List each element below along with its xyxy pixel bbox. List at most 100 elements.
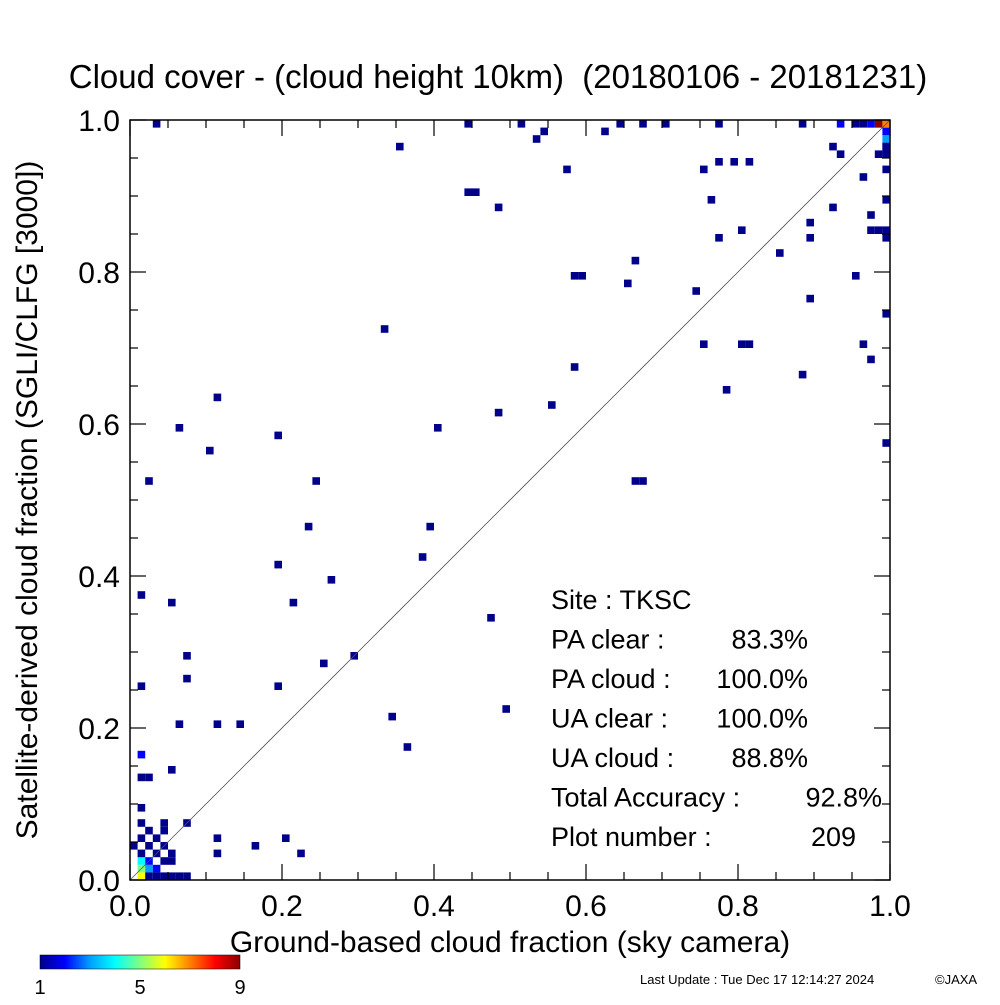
y-tick-label: 0.2	[78, 713, 120, 746]
heatmap-cell	[213, 834, 222, 842]
heatmap-cell	[494, 203, 503, 212]
x-axis-label: Ground-based cloud fraction (sky camera)	[230, 926, 790, 959]
stat-label: Plot number :	[551, 822, 712, 852]
heatmap-cell	[700, 340, 708, 348]
heatmap-cell	[183, 652, 191, 660]
heatmap-cell	[137, 804, 146, 812]
heatmap-cell	[692, 287, 700, 295]
credit-text: ©JAXA	[935, 972, 977, 987]
stat-label: UA clear :	[551, 704, 668, 734]
axis-ticks: 0.0 0.2 0.4 0.6 0.8 1.0 0.0 0.2 0.4 0.6 0.8 1.0	[78, 105, 911, 923]
heatmap-cell	[700, 165, 708, 174]
y-tick-label: 0.6	[78, 409, 120, 442]
heatmap-cell	[707, 196, 716, 204]
stat-value: 209	[811, 822, 856, 852]
stat-label: PA clear :	[551, 625, 665, 655]
heatmap-cell	[631, 477, 640, 485]
y-axis-label: Satellite-derived cloud fraction (SGLI/C…	[11, 161, 44, 840]
heatmap-cell	[745, 158, 754, 166]
heatmap-cell	[836, 120, 845, 128]
heatmap-cell	[160, 826, 168, 835]
heatmap-cell	[388, 712, 396, 721]
x-tick-label: 0.6	[565, 890, 607, 923]
heatmap-cell	[145, 872, 153, 880]
heatmap-cell	[145, 773, 153, 782]
x-tick-label: 0.0	[109, 890, 151, 923]
colorbar-tick-label: 9	[234, 977, 245, 999]
heatmap-cell	[297, 849, 305, 858]
heatmap-cell	[137, 682, 146, 690]
heatmap-cell	[867, 226, 875, 234]
heatmap-cell	[320, 659, 328, 668]
heatmap-cell	[882, 439, 890, 447]
heatmap-cell	[145, 826, 153, 835]
stat-value: 83.3%	[731, 625, 808, 655]
heatmap-cells	[130, 120, 890, 880]
heatmap-cell	[874, 120, 883, 128]
heatmap-cell	[426, 522, 434, 531]
heatmap-cell	[806, 234, 814, 242]
heatmap-cell	[852, 272, 860, 280]
heatmap-cell	[145, 864, 153, 873]
heatmap-cell	[160, 872, 168, 880]
heatmap-cell	[730, 158, 738, 166]
heatmap-cell	[570, 363, 579, 371]
y-tick-label: 0.0	[78, 865, 120, 898]
heatmap-cell	[137, 849, 146, 858]
heatmap-cell	[464, 120, 472, 128]
heatmap-cell	[168, 849, 176, 858]
heatmap-cell	[175, 424, 184, 432]
heatmap-cell	[715, 234, 723, 242]
stat-label: UA cloud :	[551, 743, 674, 773]
heatmap-cell	[631, 256, 640, 265]
stat-label: Total Accuracy :	[551, 783, 740, 813]
colorbar-ticks: 1 5 9	[34, 977, 245, 999]
heatmap-cell	[137, 819, 146, 827]
heatmap-cell	[145, 842, 153, 850]
heatmap-cell	[806, 218, 814, 227]
heatmap-cell	[867, 211, 875, 219]
heatmap-cell	[882, 142, 890, 151]
colorbar-tick-label: 5	[134, 977, 145, 999]
heatmap-cell	[418, 553, 427, 561]
heatmap-cell	[160, 819, 168, 827]
heatmap-cell	[236, 720, 244, 728]
heatmap-cell	[152, 872, 161, 880]
heatmap-cell	[472, 188, 480, 196]
stat-value: 88.8%	[731, 743, 808, 773]
heatmap-cell	[274, 560, 282, 569]
heatmap-cell	[798, 370, 807, 379]
heatmap-cell	[639, 120, 647, 128]
heatmap-cell	[137, 857, 146, 865]
stat-label: Site : TKSC	[551, 585, 692, 615]
reference-diagonal	[129, 119, 891, 881]
heatmap-cell	[152, 864, 161, 873]
heatmap-cell	[882, 135, 890, 143]
heatmap-cell	[396, 142, 404, 151]
heatmap-cell	[137, 834, 146, 842]
heatmap-cell	[517, 120, 526, 128]
heatmap-cell	[494, 408, 503, 417]
heatmap-cell	[859, 120, 868, 128]
heatmap-cell	[380, 325, 389, 333]
heatmap-cell	[722, 386, 731, 394]
heatmap-cell	[867, 120, 875, 128]
heatmap-cell	[137, 750, 146, 759]
heatmap-cell	[867, 355, 875, 364]
heatmap-cell	[874, 226, 883, 234]
heatmap-cell	[168, 857, 176, 865]
heatmap-cell	[145, 477, 153, 485]
y-tick-label: 0.8	[78, 257, 120, 290]
heatmap-cell	[152, 120, 161, 128]
heatmap-cell	[745, 340, 754, 348]
heatmap-cell	[859, 173, 868, 181]
heatmap-cell	[168, 872, 176, 880]
heatmap-cell	[829, 142, 837, 151]
heatmap-cell	[206, 446, 214, 455]
y-tick-label: 1.0	[78, 105, 120, 138]
heatmap-cell	[274, 431, 282, 440]
heatmap-cell	[882, 226, 890, 234]
heatmap-cell	[639, 477, 647, 485]
heatmap-cell	[882, 196, 890, 204]
heatmap-cell	[213, 393, 222, 402]
